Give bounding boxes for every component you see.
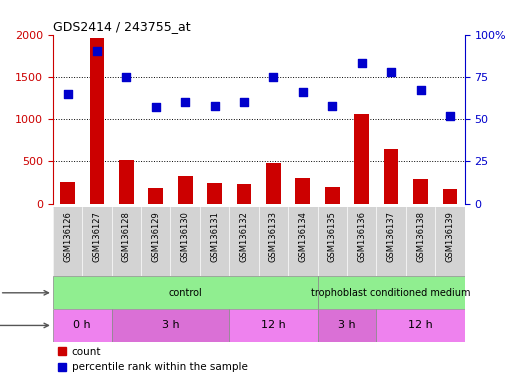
Bar bbox=[53, 276, 317, 309]
Text: GSM136126: GSM136126 bbox=[63, 211, 72, 262]
Bar bbox=[296, 178, 310, 204]
Point bbox=[63, 91, 72, 97]
Text: GSM136136: GSM136136 bbox=[357, 211, 366, 262]
Point bbox=[299, 89, 307, 95]
Legend: count, percentile rank within the sample: count, percentile rank within the sample bbox=[58, 347, 248, 372]
Bar bbox=[442, 189, 457, 204]
Text: GSM136138: GSM136138 bbox=[416, 211, 425, 262]
Point bbox=[181, 99, 190, 105]
Point bbox=[122, 74, 130, 80]
Bar bbox=[237, 184, 251, 204]
Bar bbox=[60, 182, 75, 204]
Bar bbox=[178, 177, 193, 204]
Text: 0 h: 0 h bbox=[73, 320, 91, 331]
Text: GSM136134: GSM136134 bbox=[298, 211, 307, 262]
Text: GSM136135: GSM136135 bbox=[328, 211, 337, 262]
Bar bbox=[384, 149, 399, 204]
Bar bbox=[376, 309, 465, 342]
Text: 12 h: 12 h bbox=[261, 320, 286, 331]
Bar bbox=[317, 309, 376, 342]
Text: GSM136132: GSM136132 bbox=[240, 211, 249, 262]
Text: GSM136139: GSM136139 bbox=[446, 211, 455, 262]
Text: GDS2414 / 243755_at: GDS2414 / 243755_at bbox=[53, 20, 191, 33]
Text: GSM136130: GSM136130 bbox=[181, 211, 190, 262]
Text: GSM136133: GSM136133 bbox=[269, 211, 278, 262]
Text: trophoblast conditioned medium: trophoblast conditioned medium bbox=[312, 288, 471, 298]
Point bbox=[152, 104, 160, 110]
Text: GSM136129: GSM136129 bbox=[151, 211, 161, 262]
Text: time: time bbox=[0, 320, 49, 331]
Point bbox=[446, 113, 454, 119]
Bar bbox=[229, 309, 317, 342]
Text: GSM136137: GSM136137 bbox=[386, 211, 395, 262]
Bar bbox=[119, 161, 134, 204]
Text: agent: agent bbox=[0, 288, 49, 298]
Bar bbox=[207, 183, 222, 204]
Text: GSM136127: GSM136127 bbox=[92, 211, 101, 262]
Point bbox=[93, 48, 101, 55]
Bar bbox=[266, 164, 281, 204]
Point bbox=[269, 74, 278, 80]
Text: GSM136128: GSM136128 bbox=[122, 211, 131, 262]
Bar bbox=[317, 276, 465, 309]
Text: control: control bbox=[168, 288, 202, 298]
Point bbox=[416, 87, 425, 93]
Text: 3 h: 3 h bbox=[338, 320, 356, 331]
Point bbox=[387, 69, 395, 75]
Bar bbox=[111, 309, 229, 342]
Text: GSM136131: GSM136131 bbox=[210, 211, 219, 262]
Bar bbox=[148, 188, 163, 204]
Bar bbox=[90, 38, 105, 204]
Bar bbox=[354, 114, 369, 204]
Bar bbox=[53, 309, 111, 342]
Point bbox=[357, 60, 366, 66]
Point bbox=[328, 103, 336, 109]
Bar bbox=[413, 179, 428, 204]
Point bbox=[240, 99, 248, 105]
Text: 12 h: 12 h bbox=[408, 320, 433, 331]
Bar bbox=[325, 187, 340, 204]
Point bbox=[210, 103, 219, 109]
Text: 3 h: 3 h bbox=[162, 320, 180, 331]
